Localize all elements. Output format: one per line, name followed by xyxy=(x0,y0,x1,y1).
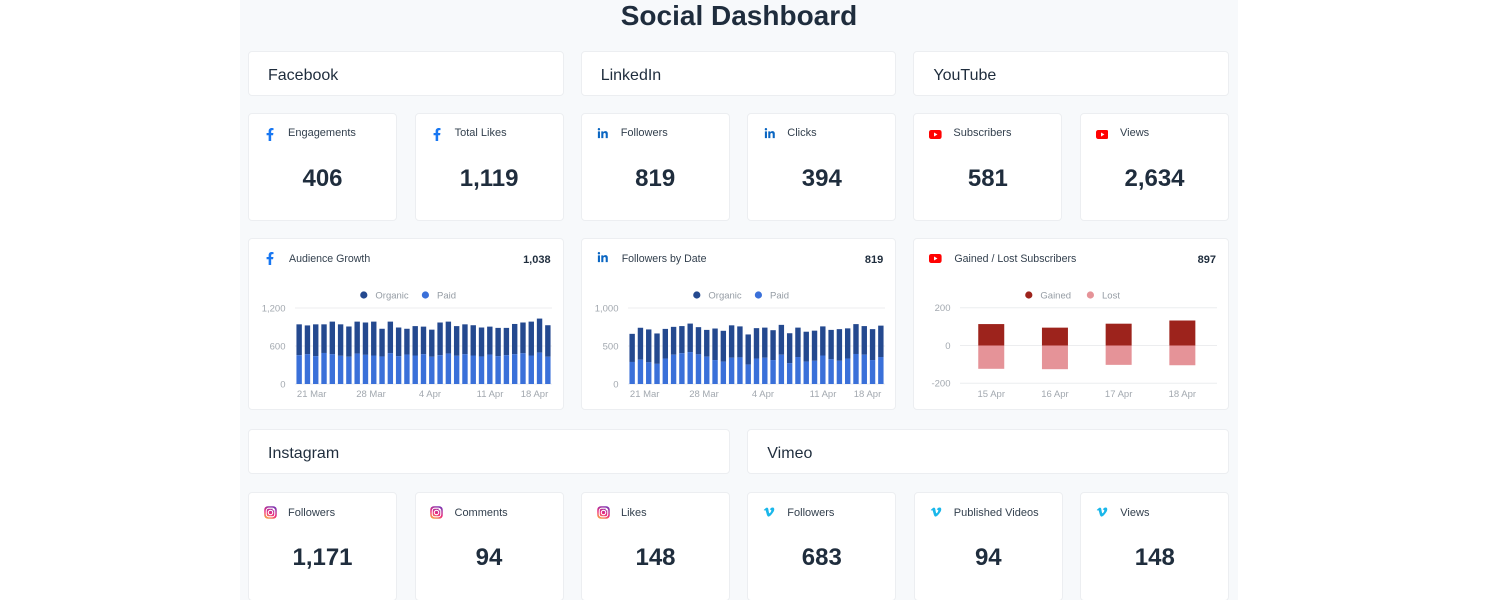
svg-text:18 Apr: 18 Apr xyxy=(853,389,880,400)
svg-text:17 Apr: 17 Apr xyxy=(1105,389,1132,400)
svg-text:21 Mar: 21 Mar xyxy=(297,389,327,400)
svg-text:200: 200 xyxy=(935,303,951,314)
svg-text:0: 0 xyxy=(613,379,618,390)
svg-text:15 Apr: 15 Apr xyxy=(978,389,1005,400)
svg-text:Paid: Paid xyxy=(770,290,789,301)
svg-text:0: 0 xyxy=(946,341,951,352)
svg-text:Organic: Organic xyxy=(708,290,742,301)
svg-text:4 Apr: 4 Apr xyxy=(419,389,441,400)
svg-text:18 Apr: 18 Apr xyxy=(521,389,548,400)
svg-text:Organic: Organic xyxy=(375,290,409,301)
svg-text:500: 500 xyxy=(602,341,618,352)
svg-text:21 Mar: 21 Mar xyxy=(630,389,660,400)
svg-text:Gained: Gained xyxy=(1041,290,1072,301)
svg-text:28 Mar: 28 Mar xyxy=(689,389,719,400)
svg-text:-200: -200 xyxy=(932,379,951,390)
svg-text:18 Apr: 18 Apr xyxy=(1169,389,1196,400)
svg-text:0: 0 xyxy=(280,379,285,390)
svg-text:16 Apr: 16 Apr xyxy=(1042,389,1069,400)
svg-text:1,000: 1,000 xyxy=(594,303,618,314)
svg-text:4 Apr: 4 Apr xyxy=(752,389,774,400)
svg-text:11 Apr: 11 Apr xyxy=(809,389,836,400)
svg-text:1,200: 1,200 xyxy=(262,303,286,314)
svg-text:28 Mar: 28 Mar xyxy=(356,389,386,400)
svg-text:Paid: Paid xyxy=(437,290,456,301)
svg-text:600: 600 xyxy=(270,341,286,352)
svg-text:11 Apr: 11 Apr xyxy=(477,389,504,400)
svg-text:Lost: Lost xyxy=(1102,290,1120,301)
